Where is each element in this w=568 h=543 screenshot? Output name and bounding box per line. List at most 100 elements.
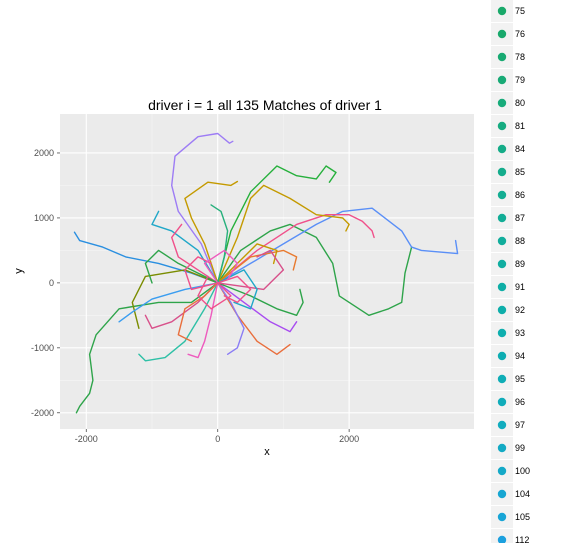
chart-title: driver i = 1 all 135 Matches of driver 1 [148, 97, 382, 113]
legend-item: 87 [491, 207, 525, 229]
legend-item: 91 [491, 276, 525, 298]
legend-item: 78 [491, 46, 525, 68]
trip-series-line [217, 249, 298, 284]
trip-series-line [203, 249, 239, 284]
x-tick-label: 2000 [339, 434, 359, 444]
y-axis-title: y [13, 268, 25, 274]
legend-dot [497, 397, 507, 407]
trip-series-line [217, 269, 258, 310]
legend-label: 76 [515, 29, 525, 39]
legend-label: 91 [515, 282, 525, 292]
trip-series-line [217, 282, 298, 333]
legend-item: 112 [491, 529, 529, 543]
trip-series-line [118, 282, 219, 323]
y-tick-label: -2000 [31, 408, 54, 418]
legend-dot [497, 512, 507, 522]
y-axis: -2000 -1000 0 1000 2000 [31, 148, 60, 418]
y-tick-label: -1000 [31, 343, 54, 353]
legend-item: 84 [491, 138, 525, 160]
trip-series-line [217, 165, 337, 284]
y-tick-label: 1000 [34, 213, 54, 223]
legend-dot [497, 420, 507, 430]
trip-series-line [217, 282, 304, 316]
legend-label: 92 [515, 305, 525, 315]
trip-series-line [151, 210, 219, 284]
legend-label: 86 [515, 190, 525, 200]
legend-dot [497, 98, 507, 108]
legend-dot [497, 535, 507, 543]
x-tick-label: -2000 [75, 434, 98, 444]
legend-item: 105 [491, 506, 530, 528]
legend-item: 85 [491, 161, 525, 183]
legend-dot [497, 443, 507, 453]
trip-series-line [217, 184, 350, 284]
legend-item: 89 [491, 253, 525, 275]
legend-label: 88 [515, 236, 525, 246]
legend-label: 94 [515, 351, 525, 361]
trip-series-line [171, 223, 219, 284]
legend-dot [497, 75, 507, 85]
legend-label: 78 [515, 52, 525, 62]
trip-series-line [75, 282, 219, 414]
legend-label: 105 [515, 512, 530, 522]
legend-dot [497, 190, 507, 200]
trip-series-line [184, 256, 219, 291]
plot-panel [60, 114, 474, 429]
y-tick-label: 2000 [34, 148, 54, 158]
trip-series-line [177, 282, 219, 342]
legend-item: 99 [491, 437, 525, 459]
legend-dot [497, 6, 507, 16]
legend-label: 97 [515, 420, 525, 430]
x-axis: -2000 0 2000 [75, 429, 359, 444]
legend: 75 76 78 79 80 81 84 85 86 87 88 89 91 92 93 94 95 96 97 99… [491, 0, 530, 543]
legend-label: 93 [515, 328, 525, 338]
legend-dot [497, 466, 507, 476]
legend-item: 92 [491, 299, 525, 321]
legend-label: 81 [515, 121, 525, 131]
x-tick-label: 0 [215, 434, 220, 444]
trip-series-line [217, 207, 459, 284]
trip-series-line [210, 204, 229, 284]
trip-series-line [217, 275, 252, 304]
legend-dot [497, 167, 507, 177]
legend-label: 95 [515, 374, 525, 384]
legend-label: 112 [515, 535, 529, 543]
x-axis-title: x [264, 446, 270, 458]
legend-item: 100 [491, 460, 530, 482]
legend-dot [497, 489, 507, 499]
legend-item: 76 [491, 23, 525, 45]
legend-label: 85 [515, 167, 525, 177]
legend-label: 84 [515, 144, 525, 154]
trip-series-line [171, 132, 234, 284]
legend-dot [497, 52, 507, 62]
legend-dot [497, 236, 507, 246]
legend-label: 79 [515, 75, 525, 85]
legend-label: 104 [515, 489, 530, 499]
legend-item: 93 [491, 322, 525, 344]
trip-series-line [217, 223, 413, 316]
legend-label: 99 [515, 443, 525, 453]
series-layer [73, 132, 459, 414]
trip-series-line [187, 282, 219, 359]
legend-item: 86 [491, 184, 525, 206]
legend-dot [497, 351, 507, 361]
legend-item: 79 [491, 69, 525, 91]
legend-label: 100 [515, 466, 530, 476]
legend-label: 89 [515, 259, 525, 269]
legend-item: 88 [491, 230, 525, 252]
legend-item: 94 [491, 345, 525, 367]
trip-series-line [217, 282, 245, 355]
legend-item: 96 [491, 391, 525, 413]
legend-item: 97 [491, 414, 525, 436]
legend-item: 75 [491, 0, 525, 22]
legend-dot [497, 328, 507, 338]
legend-dot [497, 121, 507, 131]
legend-item: 104 [491, 483, 530, 505]
trip-series-line [144, 249, 219, 284]
trip-series-line [217, 243, 278, 284]
trip-series-line [217, 282, 291, 355]
legend-dot [497, 259, 507, 269]
legend-label: 96 [515, 397, 525, 407]
legend-item: 81 [491, 115, 525, 137]
